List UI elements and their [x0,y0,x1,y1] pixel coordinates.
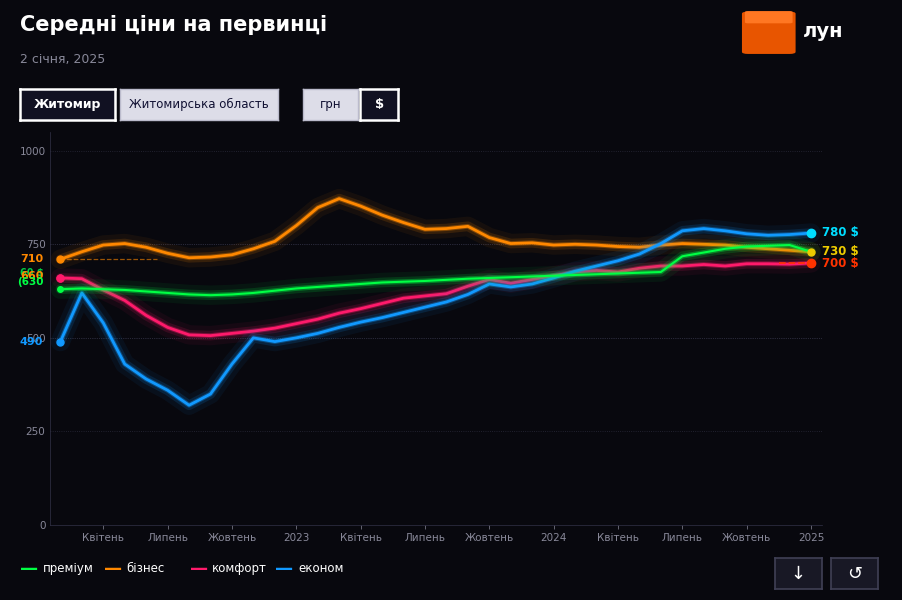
Text: (630: (630 [17,277,43,287]
Text: 490: 490 [20,337,43,347]
FancyBboxPatch shape [741,11,795,54]
Text: 780 $: 780 $ [821,226,858,239]
Text: 660: 660 [20,271,43,281]
Text: ↓: ↓ [790,565,805,583]
Text: бізнес: бізнес [126,562,164,575]
Text: —: — [104,560,122,578]
Text: 2 січня, 2025: 2 січня, 2025 [20,53,105,66]
Text: —: — [20,560,38,578]
Text: —: — [275,560,293,578]
Text: 730 $: 730 $ [821,245,858,258]
Text: лун: лун [802,22,842,41]
Text: 60 $: 60 $ [20,268,43,278]
Text: Житомирська область: Житомирська область [129,98,269,111]
FancyBboxPatch shape [744,11,792,23]
Text: грн: грн [319,98,341,111]
Text: 700 $: 700 $ [821,257,858,269]
Text: ↺: ↺ [846,565,861,583]
Text: $: $ [374,98,383,111]
Text: економ: економ [298,562,343,575]
Text: преміум: преміум [42,562,93,575]
Text: —: — [189,560,207,578]
Text: Середні ціни на первинці: Середні ціни на первинці [20,15,327,35]
Text: Житомир: Житомир [33,98,101,111]
Text: 710: 710 [20,254,43,264]
Text: комфорт: комфорт [212,562,267,575]
